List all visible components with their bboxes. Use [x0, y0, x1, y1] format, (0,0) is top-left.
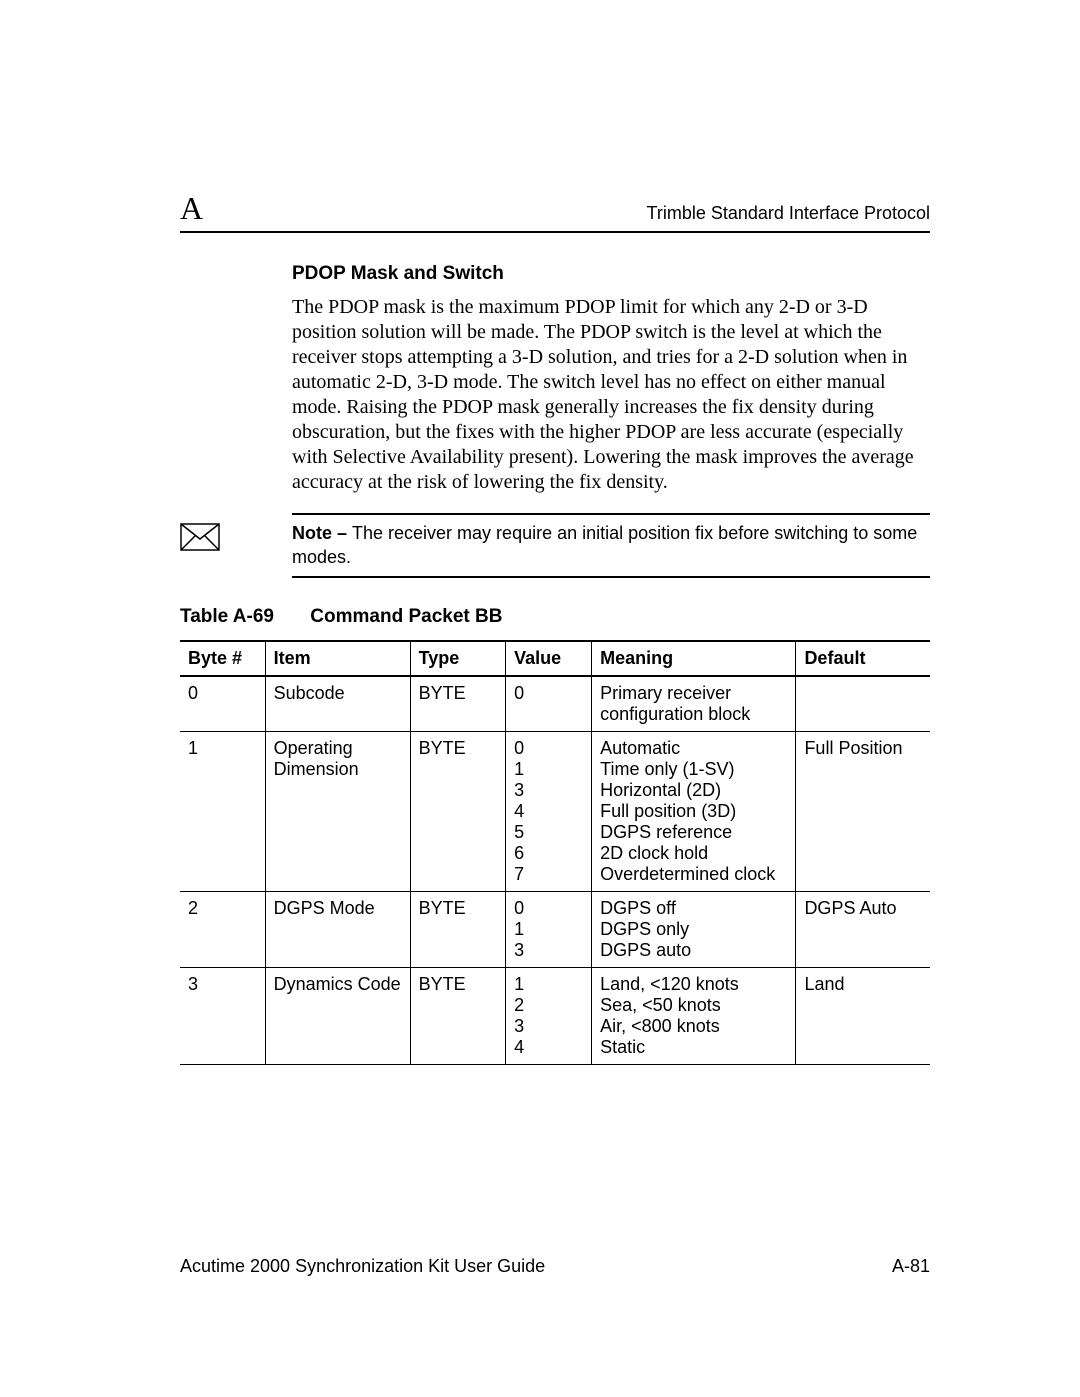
table-number: Table A-69 — [180, 606, 305, 628]
header-title: Trimble Standard Interface Protocol — [647, 203, 930, 224]
table-cell: 2 — [180, 891, 265, 967]
table-cell: Full Position — [796, 731, 930, 891]
footer-right: A-81 — [892, 1256, 930, 1277]
table-header-row: Byte # Item Type Value Meaning Default — [180, 641, 930, 676]
table-row: 2DGPS ModeBYTE0 1 3DGPS off DGPS only DG… — [180, 891, 930, 967]
table-cell: Operating Dimension — [265, 731, 410, 891]
envelope-icon — [180, 523, 220, 551]
page-header: A Trimble Standard Interface Protocol — [180, 190, 930, 233]
table-cell: 3 — [180, 967, 265, 1064]
table-title: Command Packet BB — [310, 606, 502, 627]
table-cell: Land, <120 knots Sea, <50 knots Air, <80… — [592, 967, 796, 1064]
table-row: 1Operating DimensionBYTE0 1 3 4 5 6 7Aut… — [180, 731, 930, 891]
footer-left: Acutime 2000 Synchronization Kit User Gu… — [180, 1256, 545, 1277]
table-cell: 0 — [506, 676, 592, 732]
table-cell: Automatic Time only (1-SV) Horizontal (2… — [592, 731, 796, 891]
col-header: Meaning — [592, 641, 796, 676]
section-heading: PDOP Mask and Switch — [292, 263, 930, 285]
table-cell: BYTE — [410, 967, 506, 1064]
col-header: Item — [265, 641, 410, 676]
table-cell: DGPS Mode — [265, 891, 410, 967]
col-header: Default — [796, 641, 930, 676]
table-cell: BYTE — [410, 891, 506, 967]
note-text: The receiver may require an initial posi… — [292, 523, 917, 567]
table-cell: Subcode — [265, 676, 410, 732]
table-cell — [796, 676, 930, 732]
page: A Trimble Standard Interface Protocol PD… — [0, 0, 1080, 1397]
table-cell: DGPS off DGPS only DGPS auto — [592, 891, 796, 967]
note-block: Note – The receiver may require an initi… — [292, 513, 930, 578]
table-cell: DGPS Auto — [796, 891, 930, 967]
page-footer: Acutime 2000 Synchronization Kit User Gu… — [180, 1256, 930, 1277]
table-cell: 0 — [180, 676, 265, 732]
table-cell: 1 — [180, 731, 265, 891]
appendix-letter: A — [180, 190, 203, 227]
table-cell: 0 1 3 — [506, 891, 592, 967]
table-cell: Land — [796, 967, 930, 1064]
table-cell: Primary receiver configuration block — [592, 676, 796, 732]
col-header: Type — [410, 641, 506, 676]
table-row: 0SubcodeBYTE0Primary receiver configurat… — [180, 676, 930, 732]
table-cell: 1 2 3 4 — [506, 967, 592, 1064]
table-cell: BYTE — [410, 676, 506, 732]
section-paragraph: The PDOP mask is the maximum PDOP limit … — [292, 295, 930, 495]
col-header: Byte # — [180, 641, 265, 676]
table-cell: BYTE — [410, 731, 506, 891]
table-row: 3Dynamics CodeBYTE1 2 3 4Land, <120 knot… — [180, 967, 930, 1064]
col-header: Value — [506, 641, 592, 676]
table-caption: Table A-69 Command Packet BB — [180, 606, 930, 628]
table-cell: Dynamics Code — [265, 967, 410, 1064]
note-label: Note – — [292, 523, 352, 543]
table-cell: 0 1 3 4 5 6 7 — [506, 731, 592, 891]
command-packet-table: Byte # Item Type Value Meaning Default 0… — [180, 640, 930, 1065]
